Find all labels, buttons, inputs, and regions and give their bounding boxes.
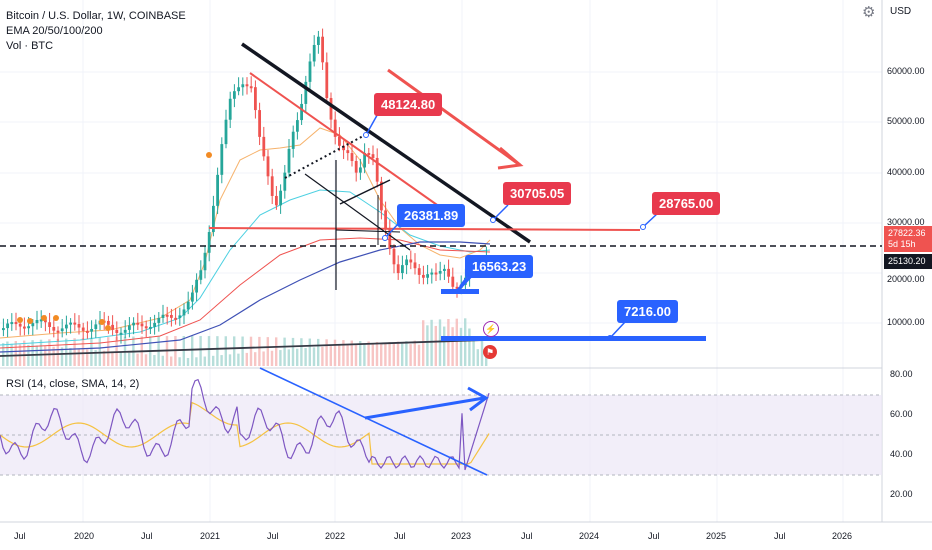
time-axis-label: 2024 <box>579 531 600 541</box>
time-axis-label: Jul <box>394 531 406 541</box>
rsi-sma-line <box>0 401 490 465</box>
price-axis-label: 60000.00 <box>887 66 925 76</box>
price-candles <box>2 28 488 344</box>
rsi-legend[interactable]: RSI (14, close, SMA, 14, 2) <box>6 378 140 390</box>
time-axis-label: 2021 <box>200 531 221 541</box>
annotation-26381[interactable]: 26381.89 <box>397 204 466 227</box>
support-zone-rect <box>441 336 706 341</box>
current-price-badge: 27822.36 5d 15h <box>884 226 932 252</box>
red-channel-line <box>249 72 441 208</box>
currency-label: USD <box>890 6 912 17</box>
time-axis-label: Jul <box>141 531 153 541</box>
annotation-28765[interactable]: 28765.00 <box>652 192 721 215</box>
time-axis-label: 2025 <box>706 531 727 541</box>
ema-20-line <box>0 127 491 339</box>
price-axis-label: 30000.00 <box>887 217 925 227</box>
rsi-axis-label: 60.00 <box>890 409 913 419</box>
ema-100-line <box>0 237 491 349</box>
line-price-badge: 25130.20 <box>884 254 932 269</box>
signal-dots <box>17 152 212 331</box>
price-axis-label: 40000.00 <box>887 167 925 177</box>
chart-legend: Bitcoin / U.S. Dollar, 1W, COINBASE EMA … <box>6 9 186 54</box>
time-axis-label: 2023 <box>451 531 472 541</box>
rsi-axis-label: 40.00 <box>890 449 913 459</box>
black-trendline <box>241 42 531 244</box>
lightning-icon[interactable]: ⚡ <box>483 321 499 337</box>
rsi-axis-label: 20.00 <box>890 489 913 499</box>
time-axis-label: Jul <box>14 531 26 541</box>
time-axis-label: Jul <box>267 531 279 541</box>
time-axis-label: 2020 <box>74 531 95 541</box>
symbol-title[interactable]: Bitcoin / U.S. Dollar, 1W, COINBASE <box>6 10 186 22</box>
annotation-30705[interactable]: 30705.05 <box>503 182 572 205</box>
time-axis-label: 2026 <box>832 531 853 541</box>
ema-legend[interactable]: EMA 20/50/100/200 <box>6 25 103 37</box>
blue-arrow-rsi <box>364 396 485 420</box>
price-axis-label: 20000.00 <box>887 274 925 284</box>
rsi-line <box>0 378 490 471</box>
annotation-48124[interactable]: 48124.80 <box>374 93 443 116</box>
volume-legend[interactable]: Vol · BTC <box>6 40 54 52</box>
rsi-trendline <box>259 367 488 476</box>
bottom-zone-rect <box>441 289 479 294</box>
annotation-16563[interactable]: 16563.23 <box>465 255 534 278</box>
settings-gear-icon[interactable]: ⚙ <box>862 4 876 21</box>
red-support-line <box>208 227 641 231</box>
annotation-7216[interactable]: 7216.00 <box>617 300 678 323</box>
rsi-axis-label: 80.00 <box>890 369 913 379</box>
time-axis-label: Jul <box>648 531 660 541</box>
price-axis-label: 10000.00 <box>887 317 925 327</box>
time-axis-label: 2022 <box>325 531 346 541</box>
flag-icon[interactable]: ⚑ <box>483 345 497 359</box>
price-axis-label: 50000.00 <box>887 116 925 126</box>
ema-200-line <box>0 241 491 353</box>
time-axis-label: Jul <box>521 531 533 541</box>
time-axis-label: Jul <box>774 531 786 541</box>
red-arrow <box>387 68 521 167</box>
